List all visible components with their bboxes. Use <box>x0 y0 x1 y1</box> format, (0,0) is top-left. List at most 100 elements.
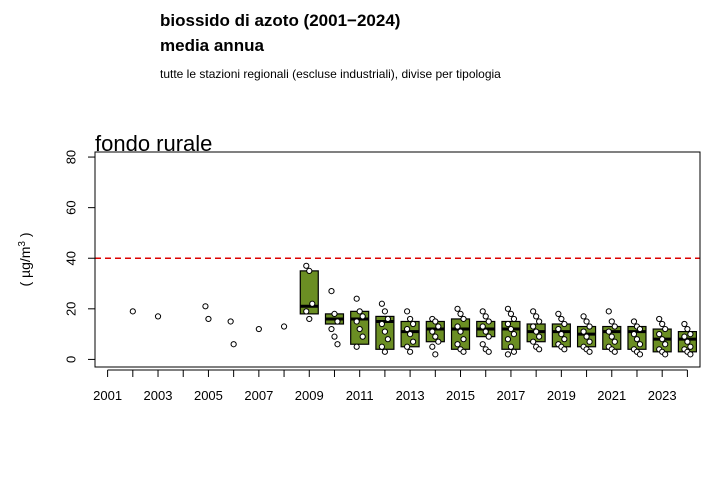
data-point <box>533 328 540 335</box>
data-point <box>636 325 644 333</box>
x-tick-label: 2011 <box>346 388 374 403</box>
data-point <box>381 348 388 355</box>
data-point <box>656 331 663 338</box>
y-axis-label: ( µg/m3 ) <box>17 232 34 286</box>
data-point <box>353 295 360 302</box>
data-point <box>687 351 694 358</box>
data-point <box>504 351 512 358</box>
data-point <box>410 320 417 328</box>
data-point <box>331 333 338 340</box>
chart-subtitle: tutte le stazioni regionali (escluse ind… <box>160 67 501 81</box>
data-point <box>561 346 568 353</box>
data-point <box>485 318 492 325</box>
chart-title-line2: media annua <box>160 36 264 55</box>
data-point <box>608 318 615 325</box>
data-point <box>530 338 537 345</box>
y-axis: 0 20 40 60 80 <box>64 150 96 363</box>
data-point <box>454 323 461 330</box>
data-point <box>583 333 590 340</box>
data-point <box>482 328 489 335</box>
y-axis-label-main: ( µg/m <box>17 247 33 287</box>
data-point <box>479 308 486 315</box>
data-point <box>309 300 316 307</box>
data-point <box>659 336 666 343</box>
data-point <box>608 333 615 340</box>
data-point <box>504 305 512 312</box>
data-point <box>510 315 518 323</box>
data-point <box>586 338 593 345</box>
data-point <box>580 328 587 335</box>
x-tick-label: 2013 <box>396 388 425 403</box>
data-point <box>435 338 442 345</box>
data-point <box>404 308 411 315</box>
data-point <box>378 343 385 350</box>
data-point <box>662 325 669 333</box>
data-point <box>381 328 388 335</box>
data-point <box>429 328 436 335</box>
x-tick-label: 2001 <box>93 388 122 403</box>
data-point <box>611 323 618 330</box>
data-point <box>586 348 593 355</box>
data-point <box>353 343 360 350</box>
data-point <box>605 308 612 315</box>
y-axis-label-end: ) <box>17 232 33 241</box>
data-point <box>504 320 512 328</box>
data-point <box>583 318 590 325</box>
data-point <box>407 348 414 355</box>
data-point <box>432 351 439 358</box>
y-tick-label: 60 <box>64 200 79 214</box>
data-point <box>684 338 691 345</box>
data-point <box>328 325 335 333</box>
data-point <box>306 267 313 274</box>
data-point <box>328 288 335 295</box>
data-point <box>586 323 593 330</box>
x-tick-label: 2007 <box>244 388 273 403</box>
data-point <box>384 336 391 343</box>
data-point <box>227 318 234 325</box>
y-tick-label: 0 <box>64 356 79 363</box>
data-point <box>530 323 537 330</box>
data-point <box>662 351 669 358</box>
data-point <box>353 318 360 325</box>
data-point <box>611 348 618 355</box>
data-point <box>410 338 417 345</box>
data-point <box>303 262 310 269</box>
points-group <box>129 262 694 358</box>
data-point <box>460 315 467 323</box>
data-point <box>306 315 313 323</box>
data-point <box>331 310 338 317</box>
data-point <box>485 348 492 355</box>
data-point <box>230 341 237 348</box>
data-point <box>432 318 439 325</box>
data-point <box>536 333 543 340</box>
y-tick-label: 80 <box>64 150 79 164</box>
x-tick-label: 2005 <box>194 388 223 403</box>
x-tick-label: 2019 <box>547 388 576 403</box>
x-tick-label: 2021 <box>597 388 626 403</box>
data-point <box>507 325 515 333</box>
data-point <box>435 323 442 330</box>
data-point <box>460 348 467 355</box>
data-point <box>507 343 515 350</box>
data-point <box>460 336 467 343</box>
data-point <box>202 303 209 310</box>
data-point <box>479 341 486 348</box>
data-point <box>404 325 411 333</box>
data-point <box>504 336 512 343</box>
data-point <box>205 315 212 323</box>
data-point <box>530 308 537 315</box>
data-point <box>334 318 341 325</box>
data-point <box>154 313 162 320</box>
data-point <box>561 336 568 343</box>
data-point <box>533 313 540 320</box>
data-point <box>404 343 411 350</box>
y-axis-label-sup: 3 <box>17 241 28 247</box>
data-point <box>611 338 618 345</box>
x-tick-label: 2023 <box>648 388 677 403</box>
data-point <box>429 343 436 350</box>
data-point <box>558 331 565 338</box>
data-point <box>636 341 644 348</box>
data-point <box>378 300 385 307</box>
data-point <box>485 333 492 340</box>
